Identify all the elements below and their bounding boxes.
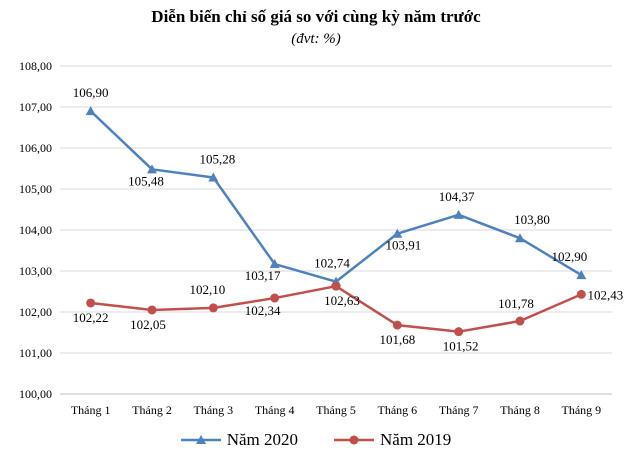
- data-label: 102,10: [189, 282, 225, 297]
- x-tick-label: Tháng 7: [439, 403, 479, 417]
- data-point: [576, 270, 587, 280]
- y-tick-label: 104,00: [19, 223, 52, 237]
- data-point: [269, 259, 280, 269]
- data-label: 103,91: [385, 238, 421, 253]
- x-tick-label: Tháng 4: [255, 403, 295, 417]
- data-point: [454, 327, 464, 337]
- legend-label-2019: Năm 2019: [380, 430, 452, 449]
- data-point: [147, 305, 157, 315]
- data-label: 101,52: [443, 339, 479, 354]
- x-tick-label: Tháng 8: [500, 403, 540, 417]
- data-point: [576, 289, 586, 299]
- data-point: [331, 281, 341, 291]
- chart-title: Diễn biến chỉ số giá so với cùng kỳ năm …: [151, 7, 481, 26]
- legend-item-2020[interactable]: Năm 2020: [180, 430, 298, 450]
- data-point: [515, 316, 525, 326]
- y-tick-label: 102,00: [19, 305, 52, 319]
- y-tick-label: 105,00: [19, 182, 52, 196]
- x-tick-label: Tháng 2: [132, 403, 172, 417]
- x-tick-label: Tháng 9: [562, 403, 602, 417]
- data-point: [208, 172, 219, 182]
- x-tick-label: Tháng 3: [194, 403, 234, 417]
- data-label: 102,74: [314, 256, 350, 271]
- x-tick-label: Tháng 5: [316, 403, 356, 417]
- gridlines: [60, 65, 612, 395]
- data-label: 102,05: [130, 317, 166, 332]
- data-point: [86, 298, 96, 308]
- data-label: 105,48: [128, 173, 164, 188]
- data-label: 102,34: [245, 303, 281, 318]
- data-point: [208, 303, 218, 313]
- data-label: 102,63: [324, 293, 360, 308]
- x-axis: Tháng 1 Tháng 2 Tháng 3 Tháng 4 Tháng 5 Tháng…: [60, 393, 612, 417]
- x-tick-label: Tháng 6: [378, 403, 418, 417]
- y-tick-label: 106,00: [19, 141, 52, 155]
- data-point: [515, 233, 525, 243]
- data-point: [453, 209, 464, 219]
- chart-subtitle: (đvt: %): [291, 31, 341, 47]
- legend-swatch-2020: [180, 435, 221, 444]
- data-label: 103,17: [245, 268, 281, 283]
- data-label: 102,22: [73, 310, 109, 325]
- data-point: [85, 106, 96, 116]
- y-tick-label: 108,00: [19, 59, 52, 73]
- legend: Năm 2020 Năm 2019: [0, 428, 632, 452]
- data-label: 106,90: [73, 85, 109, 100]
- y-tick-label: 107,00: [19, 100, 52, 114]
- data-label: 101,78: [498, 296, 534, 311]
- legend-item-2019[interactable]: Năm 2019: [334, 430, 451, 450]
- y-axis: 100,00 101,00 102,00 103,00 104,00 105,00 106,…: [19, 59, 52, 401]
- y-tick-label: 100,00: [19, 387, 52, 401]
- data-point: [270, 293, 280, 303]
- data-label: 103,80: [514, 212, 550, 227]
- data-labels: 106,90 105,48 105,28 103,17 102,74 103,91 104,…: [73, 85, 623, 354]
- legend-label-2020: Năm 2020: [226, 430, 298, 449]
- data-label: 104,37: [439, 189, 475, 204]
- legend-swatch-2019: [334, 435, 374, 445]
- data-point: [392, 320, 402, 330]
- data-point: [147, 164, 157, 174]
- data-label: 102,43: [587, 287, 623, 302]
- data-label: 102,90: [551, 249, 587, 264]
- data-label: 101,68: [379, 332, 415, 347]
- y-tick-label: 103,00: [19, 264, 52, 278]
- x-tick-label: Tháng 1: [71, 403, 111, 417]
- data-label: 105,28: [199, 152, 235, 167]
- series: [85, 106, 587, 337]
- y-tick-label: 101,00: [19, 346, 52, 360]
- data-point: [392, 228, 403, 238]
